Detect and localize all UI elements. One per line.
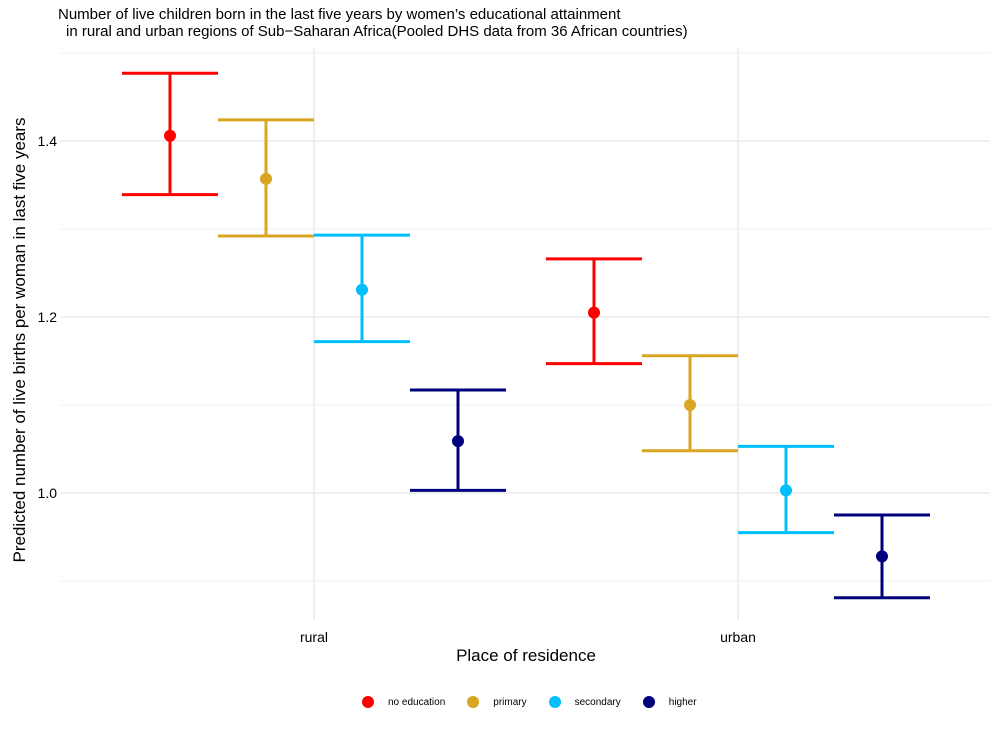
errorbar-no-education-urban [546,257,642,366]
chart-title-line1: Number of live children born in the last… [58,6,621,23]
legend: no education primary secondary higher [362,696,719,708]
x-tick-label: urban [720,629,756,645]
legend-key [548,696,561,708]
y-tick-label: 1.0 [38,485,58,501]
x-axis-label: Place of residence [456,646,596,665]
x-tick-label: rural [300,629,328,645]
legend-item: primary [467,696,527,708]
legend-item: no education [362,696,445,708]
legend-key [467,696,480,708]
chart-title: Number of live children born in the last… [58,6,688,40]
point-higher-rural [452,435,464,448]
legend-key [362,696,374,708]
grid-lines [60,48,990,620]
errorbar-higher-urban [834,513,930,600]
chart-title-line2: in rural and urban regions of Sub−Sahara… [66,23,688,40]
errorbar-secondary-urban [738,444,834,535]
legend-key [642,696,655,708]
point-no-education-rural [164,129,176,142]
point-secondary-urban [780,484,792,497]
errorbar-no-education-rural [122,71,218,197]
point-primary-urban [684,399,696,411]
errorbar-primary-rural [218,118,314,238]
errorbar-higher-rural [410,388,506,492]
chart-marks [122,71,930,600]
y-tick-label: 1.2 [38,309,58,325]
y-tick-label: 1.4 [38,133,58,149]
y-axis-label: Predicted number of live births per woma… [10,117,29,563]
point-primary-rural [260,172,272,185]
legend-label: primary [493,696,527,708]
errorbar-primary-urban [642,354,738,453]
point-higher-urban [876,550,888,563]
point-no-education-urban [588,306,600,319]
legend-label: secondary [574,696,621,708]
legend-item: higher [642,696,697,708]
legend-label: higher [668,696,697,708]
legend-label: no education [388,696,446,708]
legend-item: secondary [548,696,621,708]
axis-ticks: 1.0 1.2 1.4 rural urban [38,133,756,645]
errorbar-secondary-rural [314,233,410,344]
point-secondary-rural [356,283,368,296]
